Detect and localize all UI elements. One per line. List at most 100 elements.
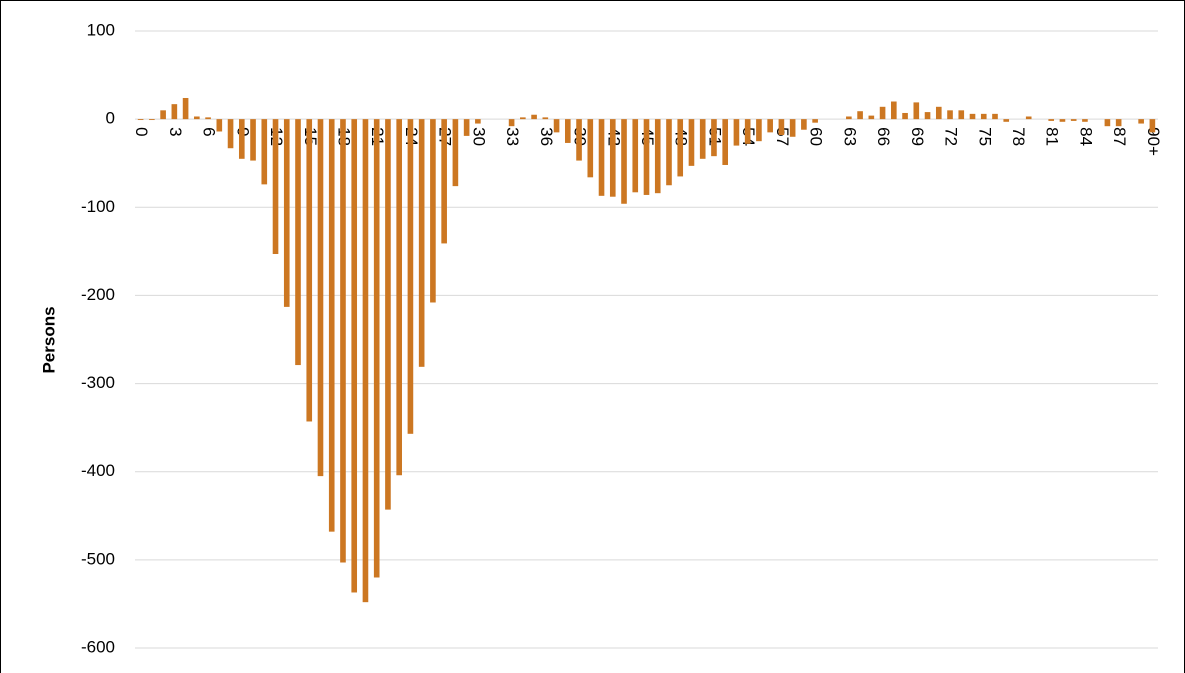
bar: [553, 119, 560, 133]
bar: [160, 110, 166, 120]
bar: [857, 111, 863, 120]
x-tick-label: 78: [1009, 127, 1028, 146]
bar: [171, 104, 178, 120]
x-tick-label: 0: [132, 127, 151, 136]
bar: [733, 119, 740, 146]
bar: [902, 112, 908, 120]
bar: [576, 119, 582, 161]
bar: [238, 119, 245, 159]
x-tick-label: 36: [537, 127, 556, 146]
bar: [520, 117, 526, 120]
y-tick-label: -600: [81, 637, 115, 656]
x-tick-label: 87: [1110, 127, 1129, 146]
bar: [744, 119, 751, 144]
bar: [137, 119, 144, 121]
bar: [328, 119, 335, 532]
bar: [385, 119, 391, 510]
y-tick-label: -400: [81, 461, 115, 480]
y-tick-label: -100: [81, 197, 115, 216]
bar: [205, 117, 211, 120]
bar: [295, 119, 301, 366]
bar: [362, 119, 369, 603]
bar: [846, 116, 852, 120]
bar: [666, 119, 672, 186]
bar: [564, 119, 571, 143]
bar: [868, 115, 875, 120]
y-tick-label: -200: [81, 285, 115, 304]
bar: [542, 117, 549, 120]
bar: [891, 101, 897, 120]
bar: [913, 102, 920, 120]
bar: [194, 116, 200, 120]
y-tick-label: -300: [81, 373, 115, 392]
bar: [317, 119, 324, 477]
y-axis-title: Persons: [39, 306, 58, 373]
bar: [778, 119, 785, 136]
bar: [149, 119, 155, 121]
bar: [475, 119, 481, 124]
bar: [789, 119, 796, 137]
bar: [609, 119, 616, 197]
bar: [452, 119, 459, 187]
x-tick-label: 69: [908, 127, 927, 146]
bar: [1082, 119, 1088, 122]
bar: [283, 119, 290, 307]
bar: [688, 119, 695, 166]
bar: [351, 119, 358, 593]
bar: [812, 119, 818, 123]
bar: [621, 119, 627, 204]
bar: [677, 119, 684, 177]
x-tick-label: 90+: [1144, 127, 1163, 156]
x-tick-label: 6: [200, 127, 219, 136]
bar: [1059, 119, 1066, 122]
bar: [722, 119, 729, 165]
bar: [508, 119, 515, 127]
bar: [632, 119, 639, 193]
bar: [396, 119, 402, 476]
y-tick-label: -500: [81, 549, 115, 568]
bar: [958, 110, 965, 120]
x-tick-label: 66: [874, 127, 893, 146]
bar: [216, 119, 223, 132]
x-tick-label: 63: [840, 127, 859, 146]
bar: [598, 119, 605, 196]
bar: [587, 119, 594, 178]
bar: [969, 113, 976, 120]
y-tick-label: 100: [87, 20, 115, 39]
bar: [767, 119, 773, 133]
bar: [1149, 119, 1156, 133]
bar: [441, 119, 447, 244]
x-tick-label: 57: [773, 127, 792, 146]
bar: [654, 119, 661, 194]
bar: [711, 119, 717, 157]
bar: [1070, 119, 1077, 121]
x-tick-label: 72: [942, 127, 961, 146]
x-tick-label: 75: [975, 127, 994, 146]
bar: [643, 119, 650, 195]
x-tick-label: 33: [503, 127, 522, 146]
bar: [699, 119, 706, 159]
bar: [250, 119, 256, 161]
x-tick-label: 81: [1043, 127, 1062, 146]
bar: [980, 113, 987, 120]
bar: [1104, 119, 1111, 127]
bar: [306, 119, 313, 422]
bar: [407, 119, 414, 434]
bar: [1025, 116, 1032, 120]
bar: [463, 119, 470, 136]
bar: [756, 119, 762, 142]
bar: [879, 106, 886, 120]
bar: [430, 119, 436, 303]
bar: [531, 114, 537, 120]
bar: [1003, 119, 1010, 122]
x-tick-label: 60: [807, 127, 826, 146]
bar: [373, 119, 380, 578]
bar: [227, 119, 234, 149]
bar: [1138, 119, 1144, 124]
bar: [992, 113, 998, 120]
bar: [801, 119, 807, 130]
bar: [418, 119, 425, 367]
bar: [272, 119, 279, 255]
bar: [947, 110, 953, 120]
